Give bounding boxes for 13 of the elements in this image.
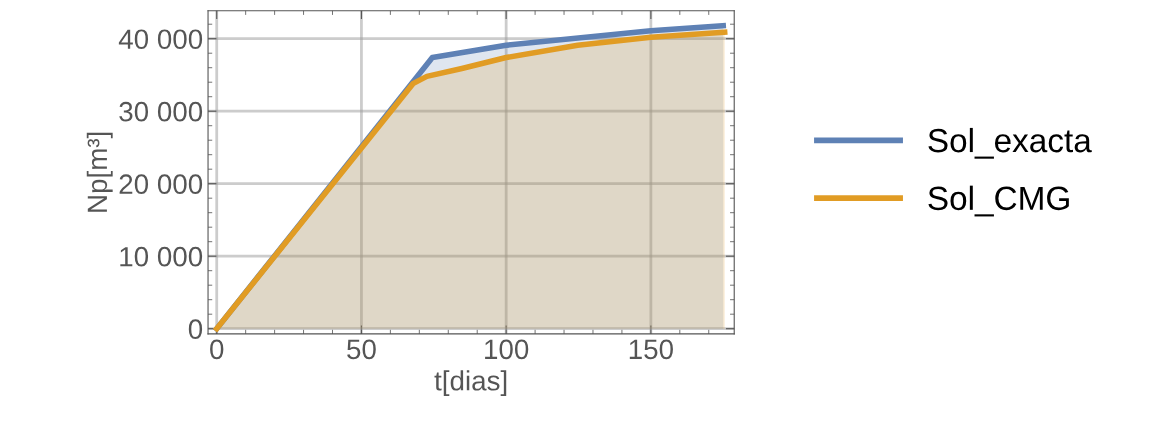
x-tick-label: 150 <box>629 339 673 360</box>
x-tick-label: 50 <box>347 339 376 360</box>
y-tick-label: 0 <box>188 319 203 340</box>
legend-label: Sol_exacta <box>928 127 1092 159</box>
y-tick-label: 20 000 <box>119 174 203 195</box>
y-tick-label: 10 000 <box>120 246 203 267</box>
y-tick-label: 40 000 <box>118 29 203 50</box>
x-tick-label: 0 <box>210 339 224 360</box>
x-tick-label: 100 <box>485 339 529 360</box>
y-tick-label: 30 000 <box>119 101 203 122</box>
x-axis-title: t[dias] <box>434 370 507 397</box>
legend-label: Sol_CMG <box>928 185 1069 217</box>
y-axis-title: Np[m³] <box>86 132 113 212</box>
